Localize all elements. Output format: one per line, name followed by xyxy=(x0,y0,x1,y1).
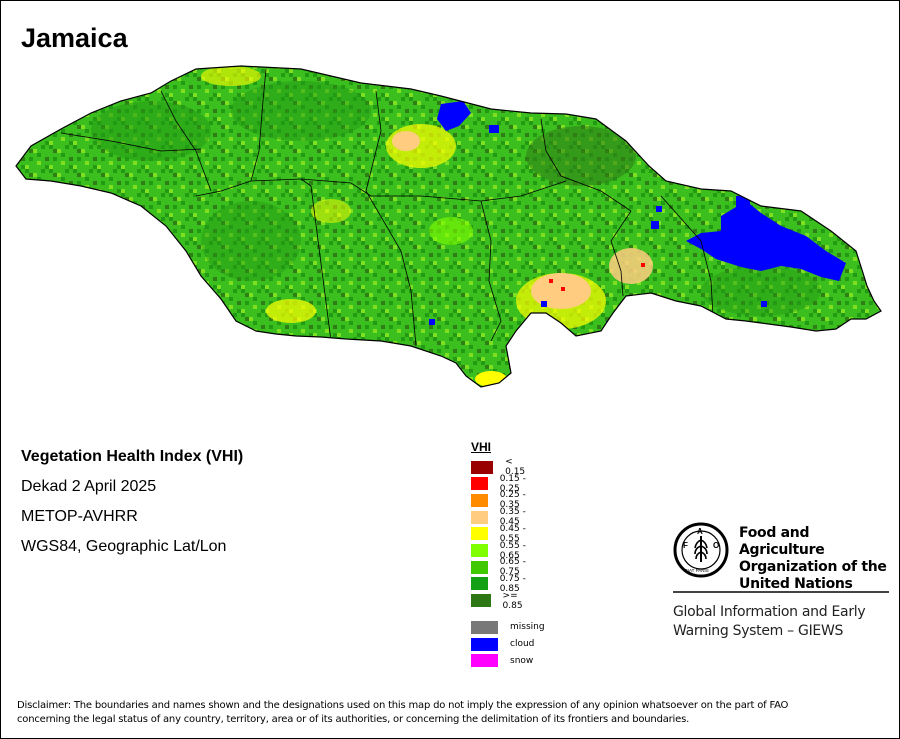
legend-label: 0.15 - 0.25 xyxy=(499,473,526,494)
vhi-legend: VHI < 0.15 0.15 - 0.25 0.25 - 0.35 0.35 - 0… xyxy=(471,440,545,668)
fao-emblem-icon: F A O FIAT PANIS xyxy=(673,522,729,578)
legend-swatch xyxy=(471,477,488,491)
legend-label: 0.75 - 0.85 xyxy=(499,573,526,594)
legend-row: < 0.15 xyxy=(471,457,530,477)
giews-line1: Global Information and Early xyxy=(673,604,866,620)
period-text: Dekad 2 April 2025 xyxy=(21,478,157,495)
fao-letter-o: O xyxy=(713,541,719,550)
legend-swatch xyxy=(471,527,488,541)
legend-title: VHI xyxy=(471,440,492,454)
legend-row: cloud xyxy=(471,637,534,651)
legend-label: 0.55 - 0.65 xyxy=(499,540,526,561)
fao-letter-f: F xyxy=(683,541,688,550)
legend-swatch xyxy=(471,594,491,608)
legend-swatch xyxy=(471,577,488,591)
vhi-raster xyxy=(16,66,881,387)
sensor-text: METOP-AVHRR xyxy=(21,508,138,525)
fao-name-line3: United Nations xyxy=(739,576,853,592)
fao-name-line1: Food and Agriculture xyxy=(739,525,825,558)
fao-divider xyxy=(673,591,889,593)
legend-label: 0.65 - 0.75 xyxy=(499,557,526,578)
legend-row: 0.35 - 0.45 xyxy=(471,507,530,528)
fao-motto: FIAT PANIS xyxy=(685,568,709,573)
legend-swatch xyxy=(471,544,488,557)
legend-label: 0.45 - 0.55 xyxy=(499,523,526,544)
legend-label: 0.25 - 0.35 xyxy=(499,490,526,511)
legend-swatch xyxy=(471,510,488,524)
map-title: Jamaica xyxy=(21,23,128,53)
legend-row: 0.65 - 0.75 xyxy=(471,557,530,578)
legend-swatch xyxy=(471,654,498,668)
fao-name-line2: Organization of the xyxy=(739,559,887,575)
legend-swatch xyxy=(471,637,498,651)
legend-row: 0.75 - 0.85 xyxy=(471,573,530,594)
legend-swatch xyxy=(471,493,488,507)
legend-swatch xyxy=(471,560,488,574)
map-info: Vegetation Health Index (VHI) Dekad 2 Ap… xyxy=(21,447,243,567)
legend-row: 0.45 - 0.55 xyxy=(471,523,530,544)
fao-letter-a: A xyxy=(697,527,703,536)
legend-swatch xyxy=(471,460,494,474)
legend-label: missing xyxy=(510,622,545,633)
legend-label: >= 0.85 xyxy=(502,590,523,611)
legend-row: 0.25 - 0.35 xyxy=(471,490,530,511)
disclaimer-line1: Disclaimer: The boundaries and names sho… xyxy=(17,700,789,711)
disclaimer: Disclaimer: The boundaries and names sho… xyxy=(17,699,887,727)
giews-line2: Warning System – GIEWS xyxy=(673,623,844,639)
parish-boundaries xyxy=(60,68,714,347)
disclaimer-line2: concerning the legal status of any count… xyxy=(17,714,690,725)
projection-text: WGS84, Geographic Lat/Lon xyxy=(21,538,227,555)
legend-row: 0.15 - 0.25 xyxy=(471,473,530,494)
legend-label: snow xyxy=(510,655,534,666)
legend-swatch xyxy=(471,620,498,634)
giews-text: Global Information and Early Warning Sys… xyxy=(673,603,866,641)
legend-row: 0.55 - 0.65 xyxy=(471,540,530,561)
legend-row: >= 0.85 xyxy=(471,590,530,611)
legend-label: 0.35 - 0.45 xyxy=(499,507,526,528)
legend-row: snow xyxy=(471,654,533,668)
legend-label: cloud xyxy=(510,639,535,649)
legend-row: missing xyxy=(471,620,545,634)
vhi-map xyxy=(15,65,882,388)
legend-label: < 0.15 xyxy=(505,457,526,477)
fao-name: Food and Agriculture Organization of the… xyxy=(739,525,889,593)
product-name: Vegetation Health Index (VHI) xyxy=(21,448,244,465)
